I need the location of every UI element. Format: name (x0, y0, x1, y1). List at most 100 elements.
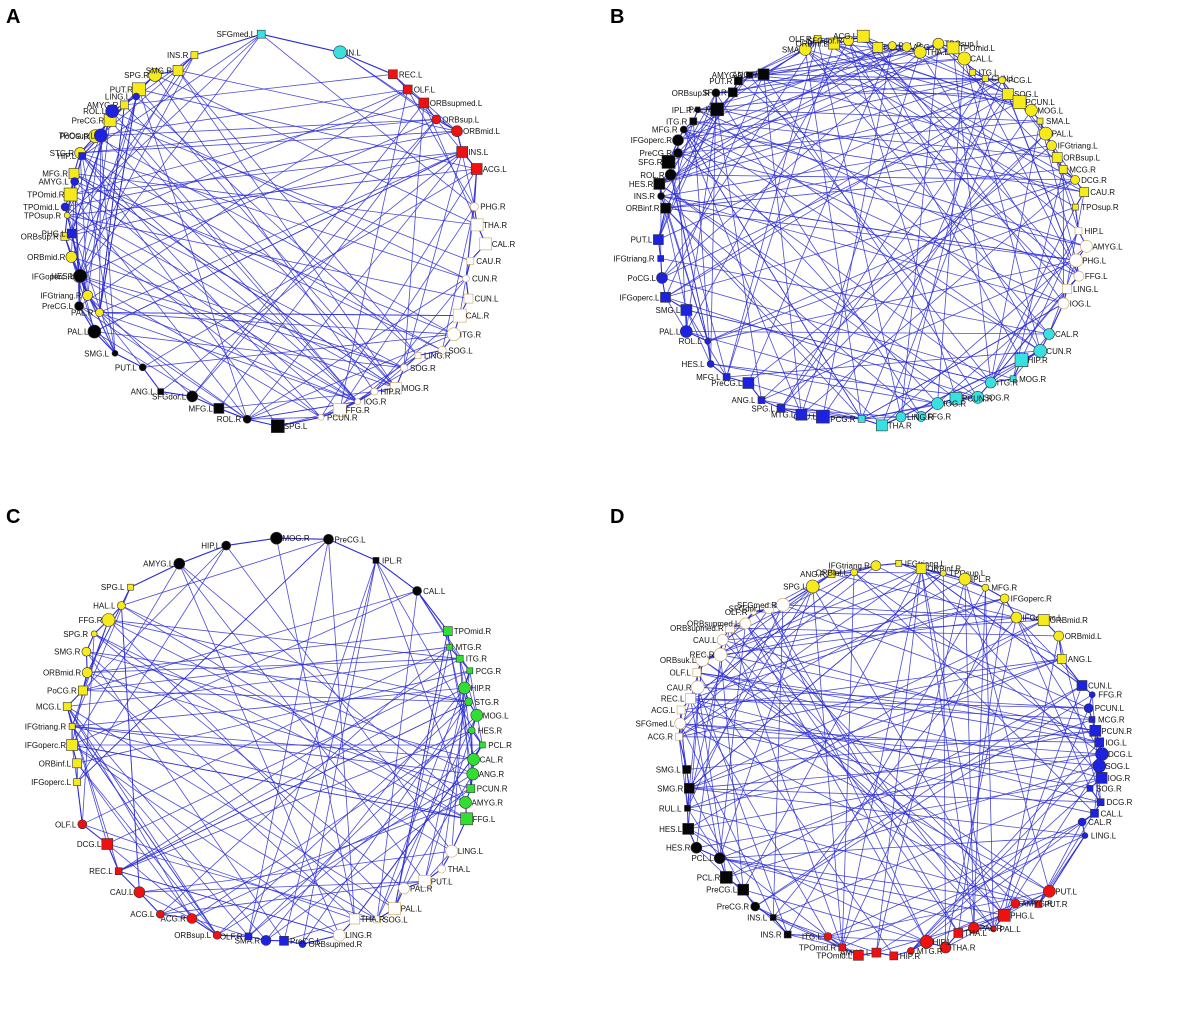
node-label: STG.R (50, 149, 75, 158)
network-node-green (467, 726, 476, 735)
network-edge (76, 539, 329, 783)
node-label: PCUN.L (1095, 704, 1125, 713)
network-node-yellow (850, 568, 858, 577)
network-edge (900, 43, 939, 418)
network-node-black (684, 804, 691, 812)
node-label: SFG.R (638, 158, 663, 167)
network-edge (191, 102, 425, 397)
network-node-red (838, 943, 847, 952)
network-edge (86, 651, 378, 920)
network-node-white (332, 403, 347, 417)
network-node-black (661, 155, 676, 169)
network-edge (660, 195, 1064, 304)
network-node-yellow (190, 51, 199, 59)
network-edge (707, 206, 1076, 342)
network-edge (719, 719, 1093, 859)
network-edge (681, 709, 1091, 789)
network-edge (749, 58, 965, 76)
network-edge (719, 857, 1005, 916)
network-edge (964, 578, 1050, 892)
network-node-white (1062, 283, 1072, 294)
node-label: CAL.L (423, 587, 446, 596)
network-node-red (953, 928, 964, 938)
network-node-yellow (1002, 88, 1014, 100)
node-label: THA.R (888, 421, 912, 430)
node-label: ORBsup.R (21, 232, 59, 241)
network-node-blue (244, 932, 253, 941)
network-edge (1016, 617, 1091, 789)
node-label: CAU.R (1090, 188, 1115, 197)
node-label: RUL.L (659, 804, 682, 813)
network-node-blue (757, 396, 766, 404)
network-edge (827, 821, 1083, 937)
network-node-white (462, 274, 470, 283)
network-edge (177, 70, 419, 356)
network-node-white (763, 603, 775, 614)
network-edge (678, 568, 922, 738)
node-label: HIP.L (1085, 227, 1105, 236)
network-edge (469, 670, 483, 746)
network-edge (753, 611, 1017, 618)
network-node-yellow (117, 601, 126, 610)
network-node-red (212, 930, 222, 940)
network-edge (142, 366, 162, 392)
node-label: SMG.R (657, 784, 683, 793)
network-edge (985, 587, 994, 929)
network-node-yellow (843, 35, 854, 47)
network-edge (66, 135, 102, 216)
network-edge (697, 687, 789, 935)
node-label: SPG.L (101, 583, 125, 592)
node-label: MOG.L (483, 711, 509, 720)
network-node-cyan (1043, 328, 1055, 340)
network-edge (710, 92, 717, 364)
node-label: PHG.L (1082, 256, 1107, 265)
network-edge (86, 651, 474, 760)
node-label: SFGdor.R (807, 37, 843, 46)
network-edge (459, 658, 474, 760)
network-node-yellow (1046, 140, 1057, 151)
node-label: PCG.L (1008, 76, 1033, 85)
network-node-yellow (120, 100, 129, 110)
network-edge (719, 857, 1039, 905)
network-edge (688, 788, 744, 890)
network-node-yellow (798, 42, 812, 56)
network-edge (375, 560, 466, 803)
node-label: THA.L (448, 865, 471, 874)
network-edge (972, 72, 1080, 277)
network-edge (748, 45, 893, 384)
node-label: ANG.R (732, 70, 758, 79)
node-label: ORBsupmed.L (687, 619, 740, 628)
network-edge (191, 119, 437, 397)
node-label: AMYG.R (712, 71, 744, 80)
network-edge (108, 619, 469, 703)
network-node-white (1069, 253, 1083, 268)
network-edge (82, 155, 443, 351)
node-label: PUT.R (1044, 900, 1067, 909)
node-label: ORBsuk.L (660, 656, 697, 665)
network-edge (71, 587, 131, 727)
network-node-black (682, 765, 692, 774)
node-label: PCUN.R (1101, 727, 1132, 736)
network-edge (964, 579, 975, 928)
network-edge (283, 918, 355, 942)
node-label: ACG.L (483, 165, 508, 174)
network-edge (246, 278, 467, 420)
network-edge (124, 104, 397, 389)
network-edge (1048, 835, 1086, 892)
network-node-red (456, 146, 469, 158)
network-node-blue (706, 360, 715, 368)
node-label: CUN.R (1046, 347, 1072, 356)
node-label: HES.L (51, 272, 75, 281)
network-edge (118, 730, 472, 872)
node-label: IFGtriang.R (40, 291, 82, 300)
node-label: TPOmid.L (23, 203, 60, 212)
network-edge (732, 46, 907, 93)
network-edge (1004, 598, 1103, 755)
node-label: THA.R (952, 944, 976, 953)
network-node-white (400, 363, 408, 372)
network-node-white (349, 913, 360, 925)
network-edge (142, 333, 454, 368)
network-node-yellow (1053, 630, 1064, 642)
node-label: SOG.R (1096, 784, 1122, 793)
node-label: PCUN.R (477, 785, 508, 794)
